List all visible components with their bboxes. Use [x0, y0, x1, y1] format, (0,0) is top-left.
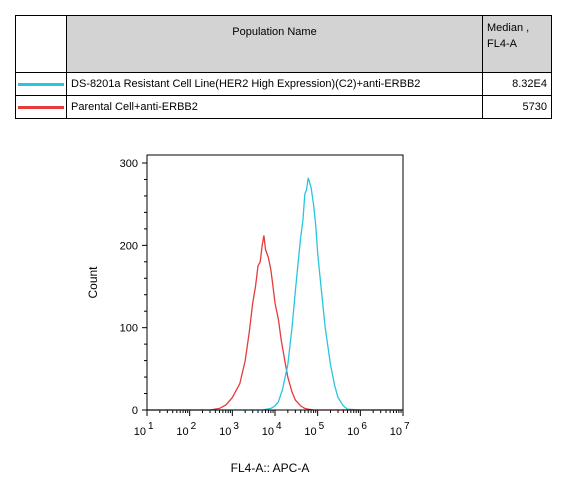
x-tick-label: 10: [219, 426, 231, 438]
legend-median-resistant: 8.32E4: [482, 72, 552, 96]
legend-swatch-parental: [15, 95, 67, 119]
x-tick-exponent: 6: [361, 421, 367, 432]
x-tick-label: 10: [390, 426, 402, 438]
series-line-parental: [147, 235, 403, 411]
x-tick-base: 10: [262, 426, 274, 438]
legend-row-resistant: DS-8201a Resistant Cell Line(HER2 High E…: [15, 72, 552, 96]
x-tick-label: 10: [134, 426, 146, 438]
x-tick-exponent: 5: [319, 421, 325, 432]
median-header-line2: FL4-A: [487, 38, 517, 50]
x-tick-exponent: 1: [148, 421, 154, 432]
series-layer: [147, 177, 403, 411]
legend-row-parental: Parental Cell+anti-ERBB2 5730: [15, 95, 552, 119]
x-tick-base: 10: [176, 426, 188, 438]
plot-frame: [146, 154, 404, 411]
legend-table: Population Name Median , FL4-A DS-8201a …: [15, 15, 552, 119]
median-header-line1: Median ,: [487, 22, 530, 34]
series-line-resistant: [147, 177, 403, 411]
x-tick-exponent: 4: [276, 421, 282, 432]
x-tick-label: 10: [262, 426, 274, 438]
legend-swatch-resistant: [15, 72, 67, 96]
x-tick-base: 10: [390, 426, 402, 438]
legend-median-parental: 5730: [482, 95, 552, 119]
y-tick-label: 200: [120, 240, 138, 252]
x-tick-label: 10: [347, 426, 359, 438]
x-tick-base: 10: [219, 426, 231, 438]
legend-name-parental: Parental Cell+anti-ERBB2: [66, 95, 483, 119]
y-axis-label: Count: [86, 266, 100, 299]
x-tick-exponent: 7: [404, 421, 410, 432]
legend-swatch-header: [15, 15, 67, 73]
legend-name-resistant: DS-8201a Resistant Cell Line(HER2 High E…: [66, 72, 483, 96]
x-tick-label: 10: [176, 426, 188, 438]
y-tick-label: 300: [120, 158, 138, 170]
x-tick-base: 10: [304, 426, 316, 438]
x-axis-label: FL4-A:: APC-A: [231, 461, 310, 475]
x-tick-label: 10: [304, 426, 316, 438]
x-tick-base: 10: [134, 426, 146, 438]
median-header: Median , FL4-A: [482, 15, 552, 73]
y-tick-label: 0: [132, 405, 138, 417]
x-tick-exponent: 3: [233, 421, 239, 432]
y-tick-label: 100: [120, 323, 138, 335]
legend-header-row: Population Name Median , FL4-A: [15, 15, 552, 73]
x-tick-base: 10: [347, 426, 359, 438]
x-tick-exponent: 2: [191, 421, 197, 432]
population-name-header: Population Name: [66, 15, 483, 73]
